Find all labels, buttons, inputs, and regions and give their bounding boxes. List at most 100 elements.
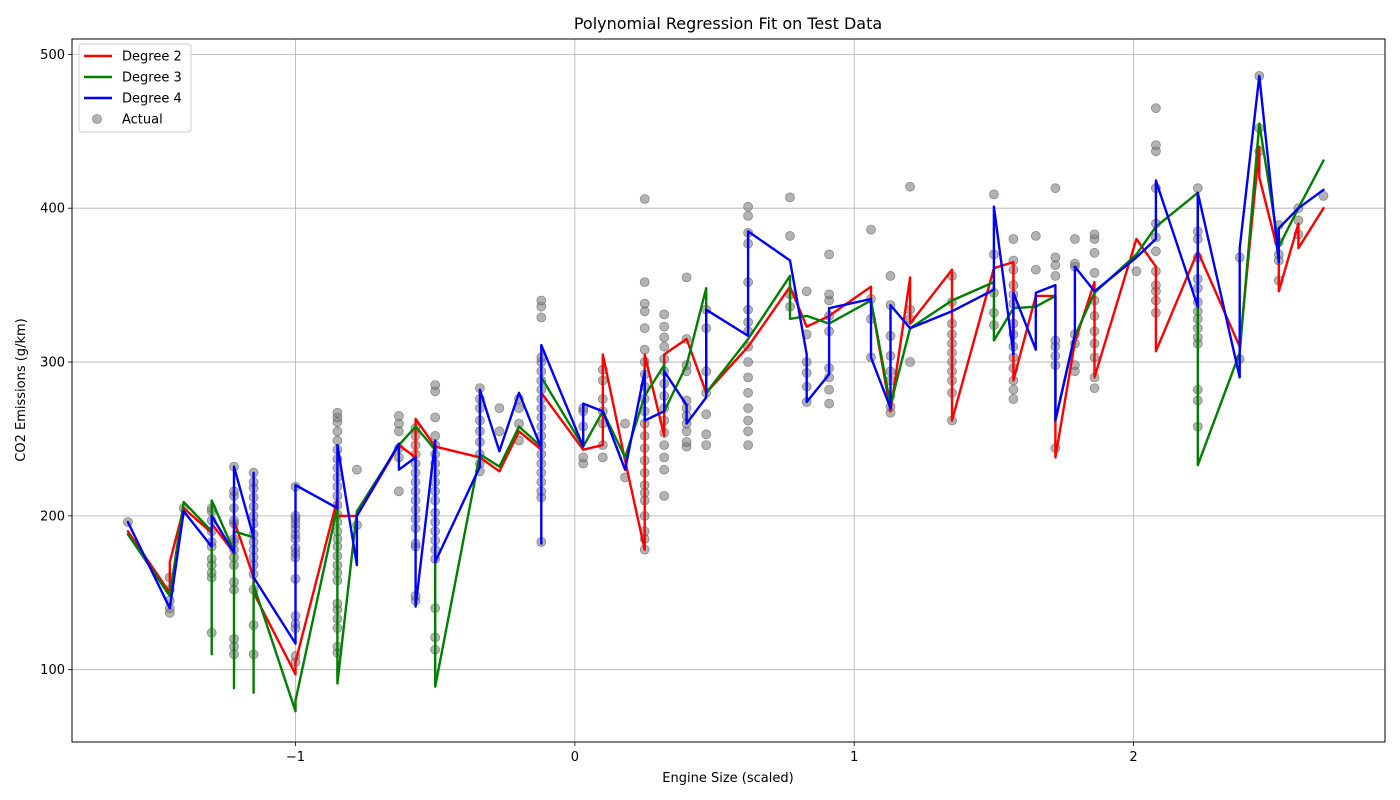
- actual-point: [824, 398, 834, 409]
- actual-point: [1151, 246, 1161, 257]
- actual-point: [824, 249, 834, 260]
- actual-point: [430, 380, 441, 391]
- actual-point: [743, 440, 753, 451]
- actual-point: [1070, 234, 1080, 244]
- degree-4-line: [126, 74, 1325, 645]
- y-tick-label: 500: [40, 48, 65, 63]
- actual-point: [1030, 264, 1041, 275]
- actual-point: [743, 415, 753, 426]
- actual-point: [801, 286, 812, 297]
- actual-point: [597, 452, 608, 463]
- actual-point: [494, 426, 505, 437]
- actual-point: [659, 440, 670, 451]
- actual-point: [1089, 247, 1100, 258]
- actual-point: [351, 464, 362, 475]
- x-tick-label: 0: [571, 750, 579, 765]
- actual-point: [866, 224, 876, 235]
- actual-point: [743, 372, 753, 383]
- actual-point: [743, 426, 753, 437]
- actual-point: [1131, 266, 1142, 277]
- actual-point: [743, 357, 753, 367]
- actual-point: [905, 181, 915, 192]
- actual-point: [639, 298, 650, 309]
- x-tick-label: −1: [286, 750, 305, 765]
- actual-point: [659, 321, 670, 332]
- actual-point: [494, 403, 505, 414]
- actual-point: [785, 230, 795, 241]
- actual-point: [1318, 190, 1329, 201]
- actual-point: [785, 192, 795, 203]
- actual-point: [681, 437, 692, 447]
- legend: Degree 2 Degree 3 Degree 4 Actual: [78, 43, 192, 133]
- actual-point: [905, 357, 915, 367]
- actual-point: [1192, 183, 1203, 194]
- x-tick-label: 2: [1129, 750, 1137, 765]
- actual-point: [1089, 267, 1100, 278]
- tick-layer: −1 0 1 2 100 200 300 400 500: [40, 48, 1138, 765]
- actual-point: [743, 387, 753, 398]
- legend-label-degree-2: Degree 2: [122, 50, 182, 65]
- actual-point: [1008, 394, 1019, 404]
- actual-point: [1089, 383, 1100, 394]
- actual-point: [743, 210, 753, 221]
- actual-point: [681, 272, 692, 283]
- plot-frame: [71, 38, 1386, 743]
- actual-point: [1151, 140, 1161, 151]
- x-tick-label: 1: [850, 750, 858, 765]
- actual-point: [659, 309, 670, 320]
- legend-label-actual: Actual: [122, 113, 163, 128]
- legend-label-degree-4: Degree 4: [122, 92, 182, 107]
- legend-marker-actual: [92, 114, 102, 124]
- x-axis-label: Engine Size (scaled): [662, 771, 793, 786]
- actual-point: [743, 403, 753, 414]
- actual-point: [701, 440, 712, 451]
- actual-point: [885, 270, 896, 281]
- actual-point: [743, 201, 753, 212]
- actual-point: [1008, 384, 1019, 395]
- actual-point: [659, 464, 670, 475]
- degree-2-line: [126, 145, 1325, 676]
- actual-point: [1089, 229, 1100, 240]
- actual-point: [824, 384, 834, 395]
- actual-point: [332, 435, 343, 446]
- actual-point: [989, 189, 999, 200]
- actual-point: [1050, 270, 1061, 281]
- actual-point: [639, 194, 650, 204]
- y-axis-label: CO2 Emissions (g/km): [14, 318, 29, 461]
- actual-point: [659, 490, 670, 501]
- actual-point: [701, 409, 712, 420]
- actual-point: [1151, 103, 1161, 114]
- chart-title: Polynomial Regression Fit on Test Data: [574, 14, 882, 33]
- actual-point: [639, 323, 650, 334]
- actual-point: [824, 289, 834, 300]
- actual-point: [1050, 252, 1061, 263]
- y-tick-label: 200: [40, 509, 65, 524]
- actual-point: [1008, 234, 1019, 244]
- actual-point: [578, 452, 589, 463]
- actual-point: [332, 407, 343, 418]
- y-tick-label: 100: [40, 663, 65, 678]
- legend-box: [78, 43, 192, 133]
- y-tick-label: 400: [40, 202, 65, 217]
- actual-point: [536, 312, 547, 323]
- legend-label-degree-3: Degree 3: [122, 71, 182, 86]
- actual-point: [332, 426, 343, 437]
- actual-point: [639, 344, 650, 355]
- actual-point: [639, 277, 650, 288]
- actual-point: [430, 412, 441, 423]
- actual-point: [393, 410, 404, 421]
- actual-point: [1030, 230, 1041, 241]
- actual-point: [536, 295, 547, 306]
- actual-point: [393, 486, 404, 497]
- y-tick-label: 300: [40, 356, 65, 371]
- actual-point: [430, 430, 441, 441]
- line-layer: [126, 74, 1325, 713]
- actual-point: [1050, 183, 1061, 194]
- actual-point: [701, 429, 712, 440]
- actual-point: [659, 341, 670, 352]
- actual-point: [659, 452, 670, 463]
- actual-point: [620, 418, 630, 429]
